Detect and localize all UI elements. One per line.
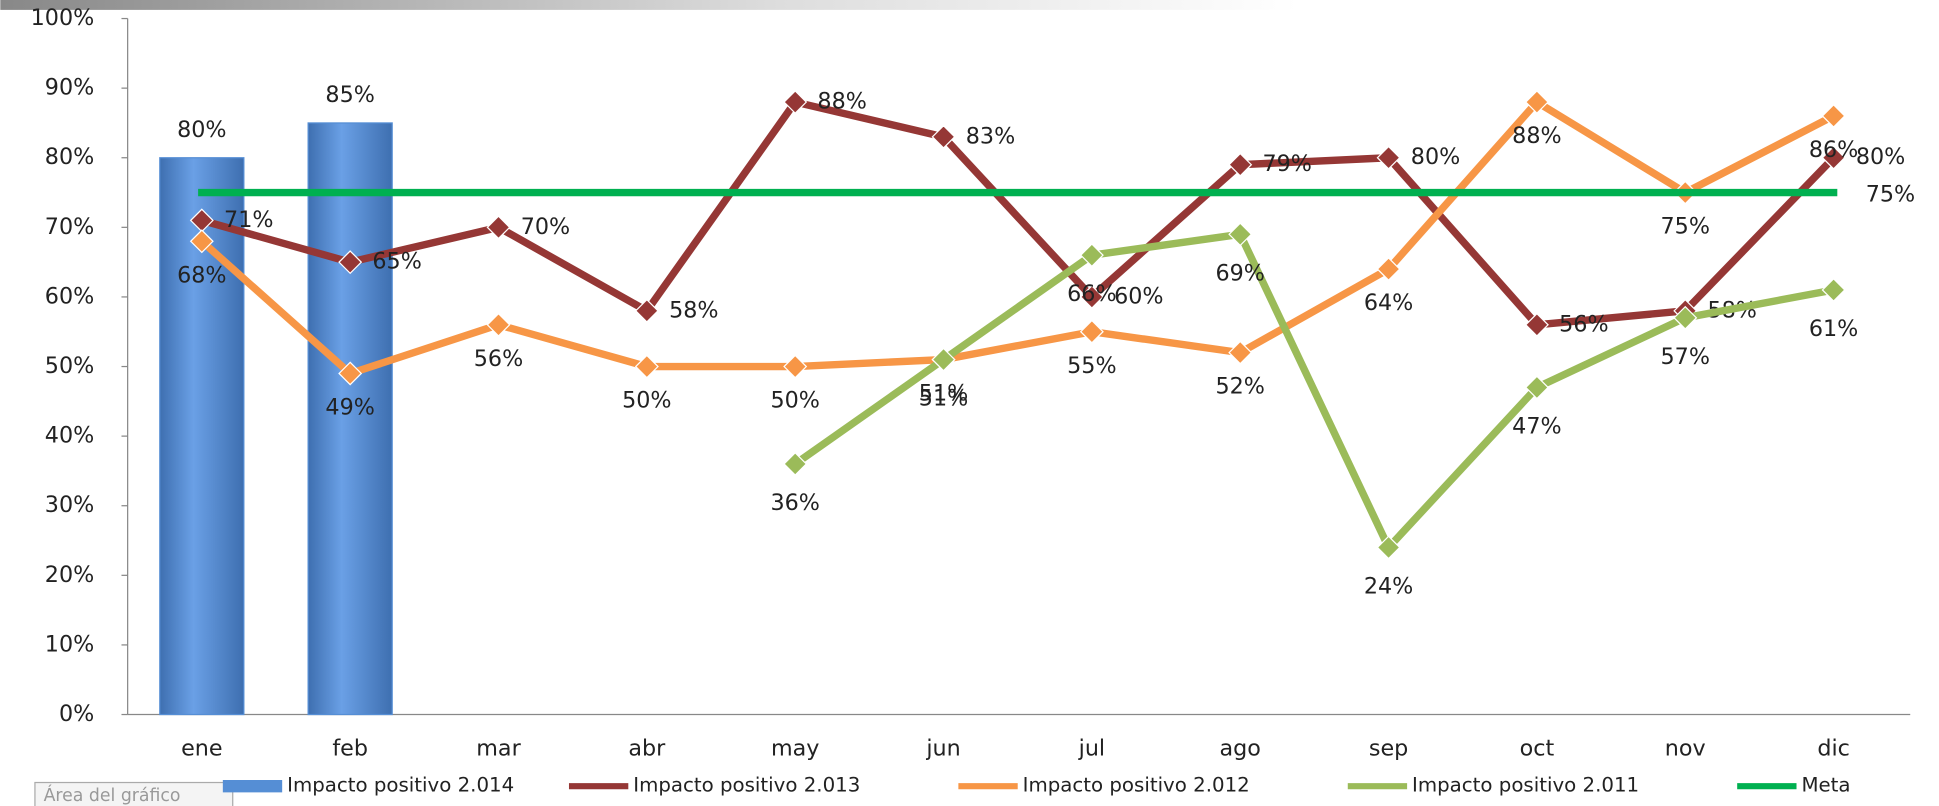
marker [931, 347, 956, 372]
data-label: 75% [1866, 182, 1915, 208]
data-label: 58% [669, 297, 718, 323]
data-label: 68% [177, 262, 226, 288]
y-tick-label: 70% [45, 214, 94, 240]
data-label: 64% [1364, 290, 1413, 316]
marker [634, 354, 659, 379]
marker [1821, 103, 1846, 128]
legend-label: Impacto positivo 2.012 [1023, 774, 1250, 797]
marker [931, 124, 956, 149]
marker [1524, 312, 1549, 337]
marker [338, 361, 363, 386]
line [793, 230, 1835, 552]
data-label: 56% [1559, 311, 1608, 337]
tooltip-box [34, 781, 234, 806]
x-tick-label: mar [476, 736, 521, 762]
x-tick-label: dic [1817, 736, 1850, 762]
bar [307, 122, 393, 716]
legend-label: Impacto positivo 2.011 [1412, 774, 1639, 797]
marker [338, 250, 363, 275]
data-label: 57% [1661, 344, 1710, 370]
x-tick-label: nov [1665, 736, 1706, 762]
marker [1228, 152, 1253, 177]
data-label: 70% [521, 214, 570, 240]
data-label: 80% [1411, 144, 1460, 170]
y-tick-label: 90% [45, 75, 94, 101]
marker [189, 229, 214, 254]
data-label: 69% [1215, 260, 1264, 286]
marker [1376, 535, 1401, 560]
y-tick-label: 60% [45, 283, 94, 309]
y-tick-label: 40% [45, 423, 94, 449]
data-label: 51% [919, 381, 968, 407]
marker [1821, 145, 1846, 170]
data-label: 52% [1215, 374, 1264, 400]
data-label: 60% [1114, 283, 1163, 309]
y-tick-label: 0% [59, 701, 94, 727]
x-tick-label: jul [1078, 736, 1105, 762]
x-tick-label: ene [181, 736, 222, 762]
data-label: 66% [1067, 281, 1116, 307]
marker [783, 354, 808, 379]
marker [1079, 284, 1104, 309]
x-tick-label: may [771, 736, 819, 762]
data-label: 56% [474, 346, 523, 372]
y-tick-label: 80% [45, 144, 94, 170]
data-label: 65% [372, 249, 421, 275]
marker [1821, 277, 1846, 302]
data-label: 88% [1512, 123, 1561, 149]
y-tick-label: 30% [45, 492, 94, 518]
data-label: 80% [177, 117, 226, 143]
data-label: 71% [224, 207, 273, 233]
tooltip: Área del gráfico [44, 784, 181, 806]
data-label: 24% [1364, 574, 1413, 600]
data-label: 79% [1262, 151, 1311, 177]
data-label: 50% [770, 388, 819, 414]
marker [1228, 222, 1253, 247]
marker [783, 451, 808, 476]
data-label: 86% [1809, 137, 1858, 163]
marker [634, 298, 659, 323]
x-tick-label: jun [925, 736, 960, 762]
marker [1524, 375, 1549, 400]
data-label: 49% [325, 395, 374, 421]
data-label: 83% [966, 123, 1015, 149]
y-tick-label: 50% [45, 353, 94, 379]
data-label: 47% [1512, 413, 1561, 439]
line [199, 98, 1836, 378]
marker [783, 90, 808, 115]
marker [486, 312, 511, 337]
y-tick-label: 10% [45, 631, 94, 657]
marker [1376, 257, 1401, 282]
marker [1079, 243, 1104, 268]
legend-label: Impacto positivo 2.013 [633, 774, 860, 797]
y-tick-label: 20% [45, 562, 94, 588]
header-shade [0, 0, 1299, 10]
marker [486, 215, 511, 240]
x-tick-label: abr [628, 736, 666, 762]
data-label: 36% [770, 490, 819, 516]
marker [1228, 340, 1253, 365]
data-label: 61% [1809, 316, 1858, 342]
marker [1376, 145, 1401, 170]
x-tick-label: feb [332, 736, 368, 762]
data-label: 88% [817, 89, 866, 115]
x-tick-label: sep [1369, 736, 1408, 762]
line [200, 98, 1837, 329]
y-tick-label: 100% [31, 5, 95, 31]
data-label: 50% [622, 388, 671, 414]
marker [1524, 90, 1549, 115]
data-label: 51% [919, 386, 968, 412]
marker [1079, 319, 1104, 344]
legend-label: Impacto positivo 2.014 [287, 774, 514, 797]
data-label: 55% [1067, 353, 1116, 379]
marker [1673, 305, 1698, 330]
x-tick-label: oct [1520, 736, 1555, 762]
data-label: 80% [1856, 144, 1905, 170]
x-tick-label: ago [1220, 736, 1261, 762]
legend-label: Meta [1801, 774, 1850, 797]
data-label: 75% [1661, 214, 1710, 240]
data-label: 85% [325, 82, 374, 108]
